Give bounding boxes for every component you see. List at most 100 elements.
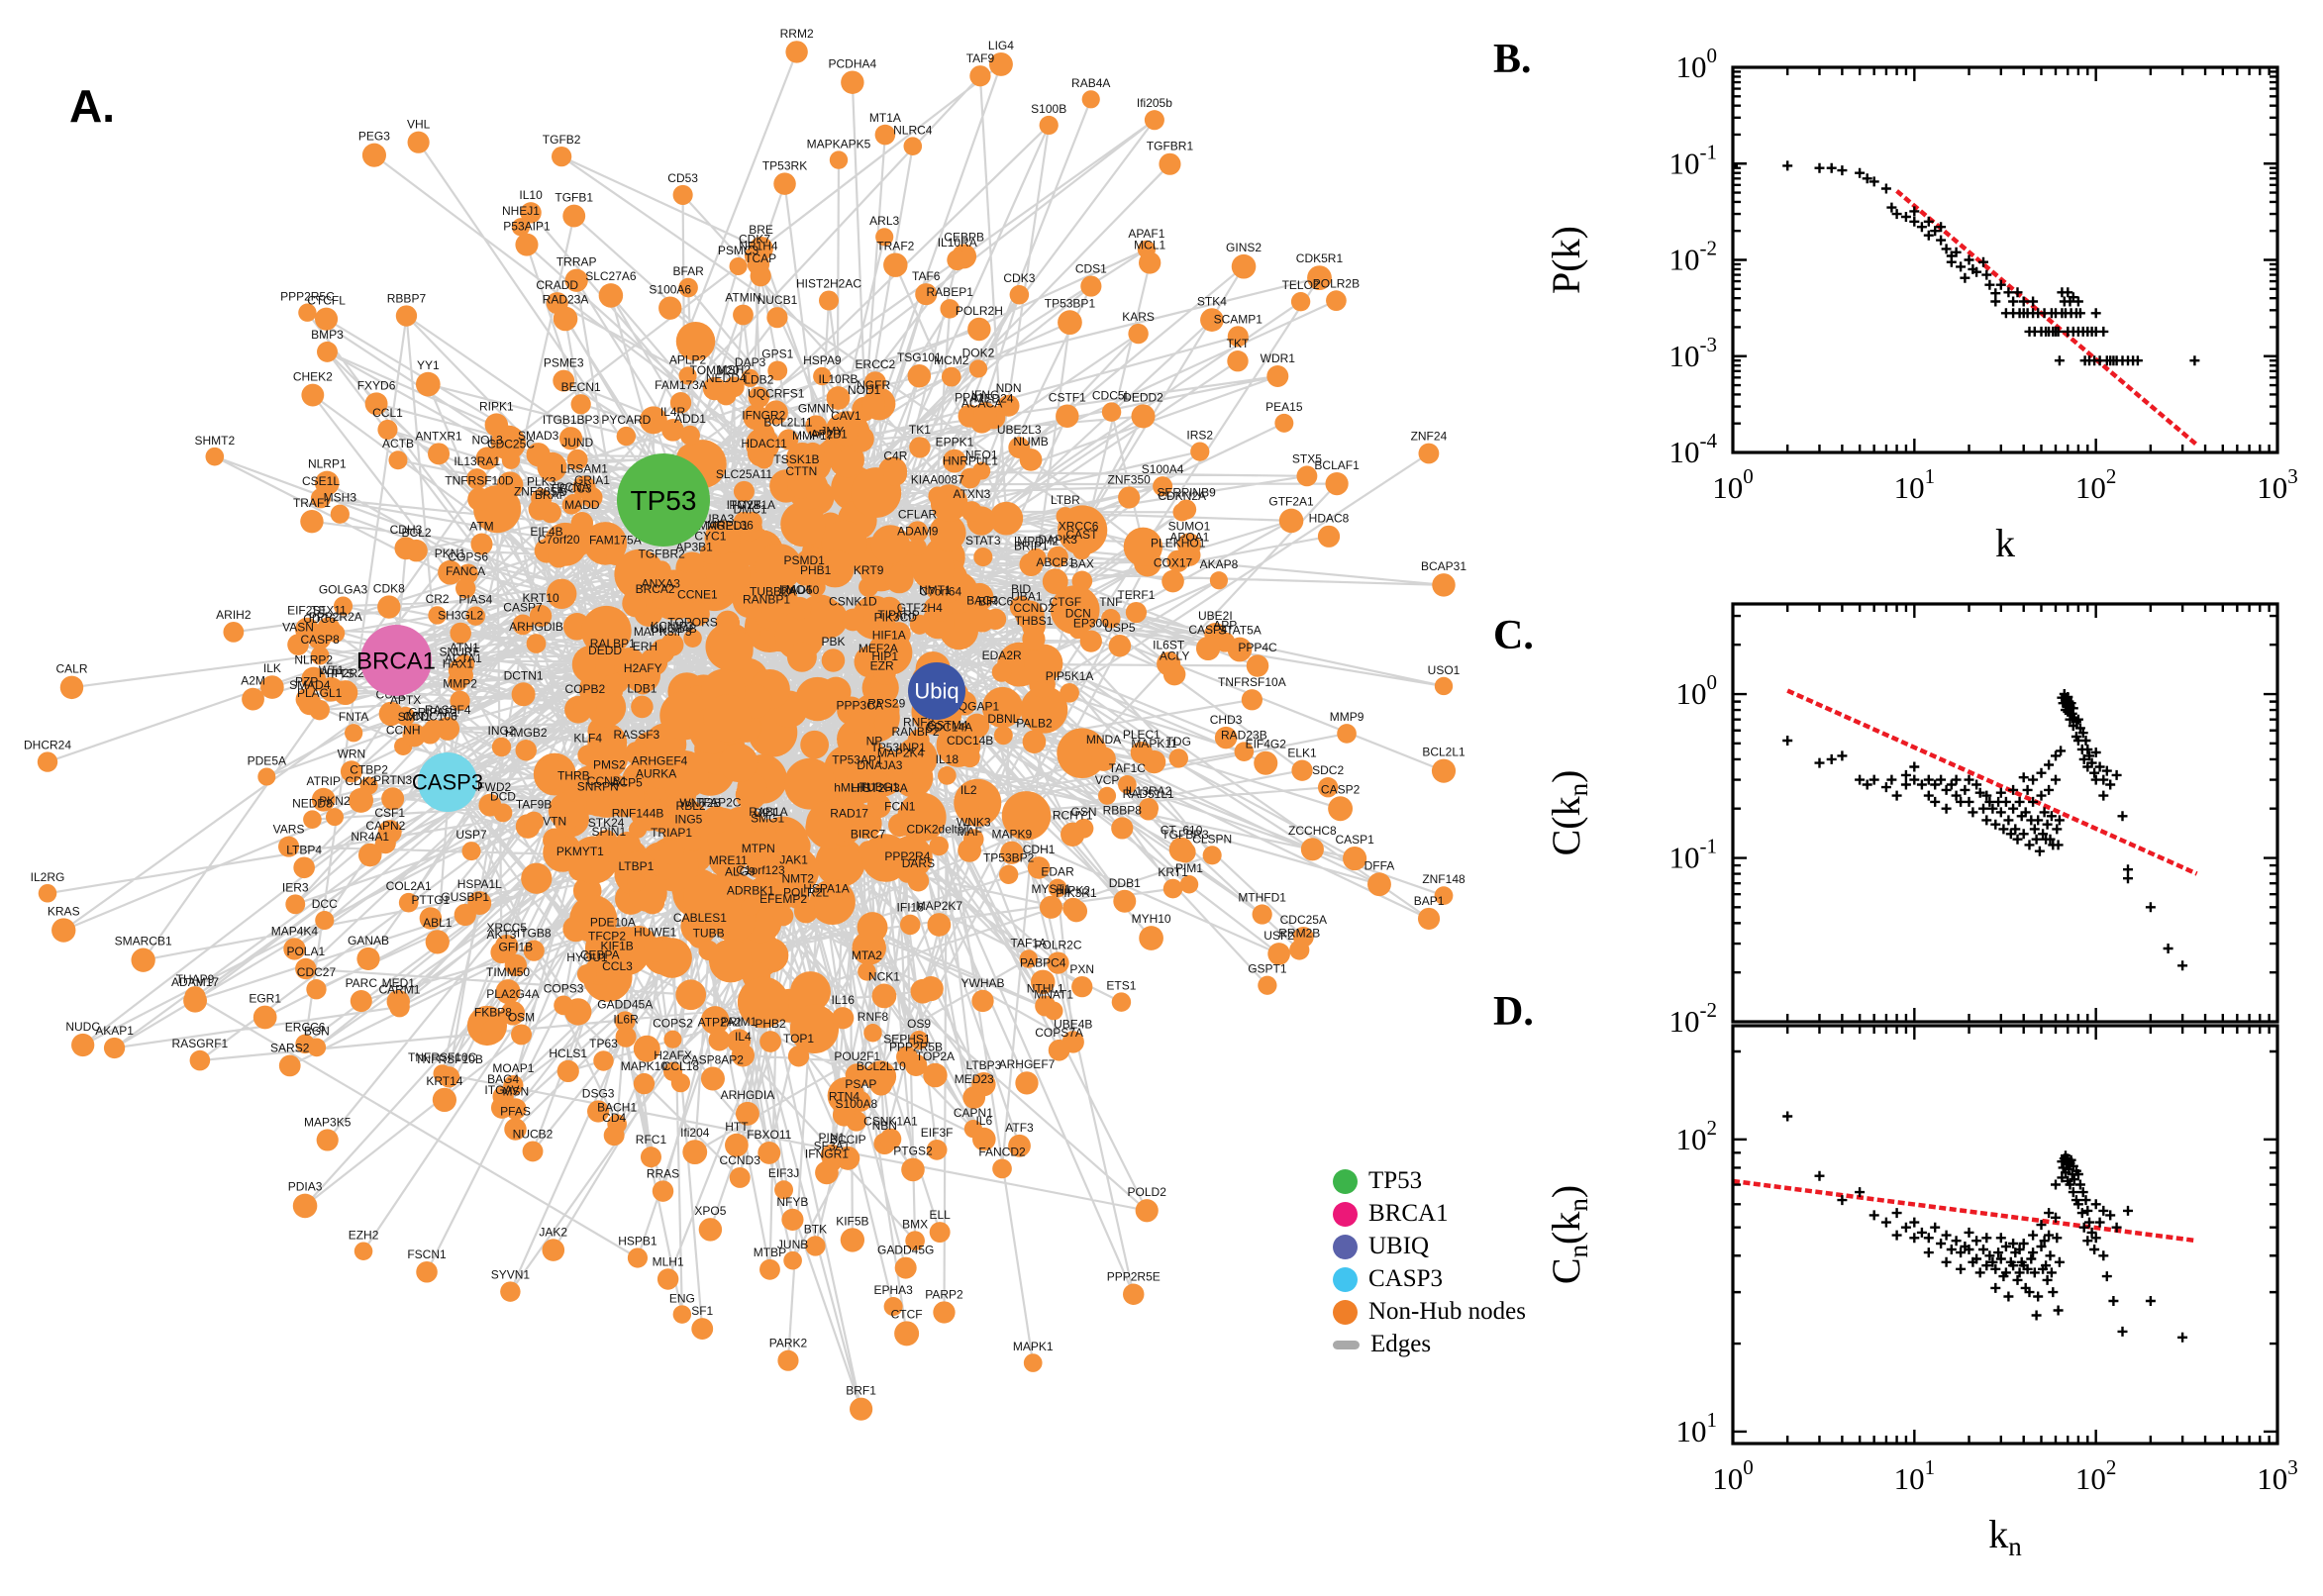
- network-node: [682, 1140, 708, 1165]
- node-label: TIMM50: [486, 965, 530, 979]
- node-label: PPP2R2A: [309, 610, 362, 624]
- network-node: [278, 836, 300, 857]
- network-node: [759, 1258, 780, 1280]
- network-node: [505, 1098, 527, 1120]
- node-label: NGFR: [857, 378, 890, 392]
- network-node: [1166, 549, 1189, 572]
- network-node: [546, 578, 577, 610]
- network-node: [1254, 750, 1278, 775]
- tick-label: 100: [1712, 464, 1754, 505]
- network-node: [988, 51, 1013, 76]
- node-label: STAT5A: [1218, 624, 1262, 638]
- tick-label: 102: [2075, 1455, 2117, 1496]
- node-label: IL10RB: [819, 372, 858, 386]
- network-node: [729, 1166, 751, 1188]
- node-label: TRAF1: [293, 496, 331, 510]
- node-label: MAPKAPK5: [807, 137, 871, 150]
- network-node: [815, 1160, 839, 1185]
- node-swatch-icon: [1333, 1266, 1358, 1292]
- network-node: [684, 553, 704, 573]
- network-node: [700, 1066, 725, 1091]
- node-label: MADD: [564, 498, 600, 512]
- node-labels: PRIM1 NHEJ1 CSTF1 KLF4 TFAP2C HIST2H3A MED1 MSH…: [24, 27, 1466, 1397]
- network-node: [644, 939, 667, 962]
- node-label: GFI1B: [499, 941, 534, 954]
- node-label: AP2B1: [810, 427, 848, 441]
- network-node: [1001, 791, 1052, 841]
- network-node: [1024, 644, 1063, 683]
- node-label: ADRBK1: [727, 884, 774, 898]
- network-node: [548, 546, 570, 568]
- node-label: ACP5: [611, 775, 643, 789]
- network-node: [786, 642, 817, 672]
- y-axis-label: Cn​(kn​): [1544, 1185, 1593, 1284]
- legend-item-label: BRCA1: [1368, 1200, 1449, 1227]
- network-node: [350, 990, 372, 1013]
- node-label: HIP1: [871, 649, 898, 663]
- network-node: [907, 729, 930, 751]
- node-label: TP53AP1: [832, 752, 883, 766]
- node-label: PCNA: [556, 480, 589, 494]
- node-label: BCCIP: [830, 1133, 866, 1147]
- node-label: RTN4: [829, 1090, 859, 1104]
- node-label: PPP2R5B: [889, 1041, 943, 1054]
- node-label: RASSF4: [425, 703, 471, 717]
- network-node: [747, 854, 770, 879]
- node-label: TAF1A: [1011, 936, 1047, 949]
- node-label: ILK: [263, 661, 281, 675]
- node-label: NMT2: [781, 872, 814, 886]
- network-node: [511, 218, 531, 237]
- node-label: MRPL36: [707, 518, 754, 532]
- node-label: ETS1: [1106, 978, 1136, 992]
- network-node: [969, 65, 991, 87]
- node-label: FXYD6: [357, 378, 396, 392]
- node-label: MAPK9: [991, 828, 1032, 842]
- node-label: ARHGEF7: [999, 1057, 1056, 1071]
- node-label: BGN: [304, 1025, 330, 1039]
- network-node: [1047, 546, 1068, 568]
- node-label: KRT9: [854, 563, 884, 577]
- node-label: GOLGA3: [319, 583, 368, 597]
- network-node: [1058, 310, 1082, 336]
- node-label: BCL2L10: [857, 1059, 906, 1073]
- network-node: [504, 1118, 527, 1141]
- node-label: POLD2: [1128, 1185, 1167, 1199]
- network-node: [698, 1218, 723, 1242]
- network-node: [777, 1349, 799, 1371]
- network-node: [1035, 995, 1057, 1017]
- network-node: [587, 1100, 610, 1123]
- network-node: [748, 386, 770, 409]
- network-node: [432, 1087, 457, 1112]
- node-label: CASP1: [1335, 833, 1374, 847]
- node-label: STX5: [1292, 451, 1322, 465]
- network-node: [436, 717, 460, 741]
- network-node: [656, 1268, 679, 1290]
- network-node: [678, 366, 697, 385]
- network-node: [863, 748, 885, 769]
- node-label: CDC14B: [947, 734, 993, 748]
- node-label: TSG101: [897, 350, 942, 364]
- network-node: [553, 369, 575, 392]
- node-label: WRN: [338, 747, 366, 760]
- node-label: PPP2R5C: [280, 290, 335, 304]
- node-label: NUCB1: [758, 293, 798, 307]
- node-label: MTHFD1: [1238, 890, 1286, 904]
- network-node: [888, 759, 913, 784]
- node-label: COPB2: [565, 682, 606, 696]
- node-label: ACLY: [1160, 649, 1189, 663]
- network-node: [1101, 402, 1122, 422]
- network-node: [622, 589, 651, 618]
- node-label: STAT3: [965, 534, 1001, 548]
- node-label: TIPARP: [877, 608, 919, 622]
- plot-panel-d: 102 101 100 101 102 103 Cn​(kn​) kn​: [1544, 1024, 2298, 1561]
- node-label: KARS: [1122, 310, 1155, 324]
- node-label: CTGF: [1049, 595, 1081, 609]
- node-label: BTK: [804, 1222, 827, 1236]
- node-label: CHEK2: [293, 370, 333, 384]
- node-label: NFYB: [776, 1195, 808, 1209]
- node-label: PLEKHO1: [1151, 537, 1206, 550]
- network-node: [425, 930, 450, 954]
- data-points: [1782, 689, 2188, 971]
- node-label: PLA2G4A: [486, 987, 539, 1001]
